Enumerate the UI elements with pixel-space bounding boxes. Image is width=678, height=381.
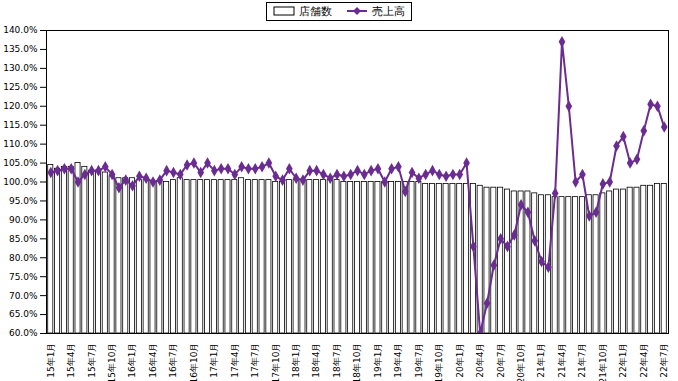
svg-text:18年4月: 18年4月 [311, 343, 321, 378]
html-text:店舗数: 店舗数 [299, 4, 332, 18]
svg-text:105.0%: 105.0% [3, 158, 38, 168]
svg-text:19年4月: 19年4月 [393, 343, 403, 378]
svg-text:19年7月: 19年7月 [414, 343, 424, 378]
svg-text:140.0%: 140.0% [3, 25, 38, 35]
svg-text:17年1月: 17年1月 [209, 343, 219, 378]
svg-text:17年10月: 17年10月 [271, 343, 281, 381]
svg-text:110.0%: 110.0% [3, 139, 38, 149]
svg-text:20年7月: 20年7月 [496, 343, 506, 378]
svg-text:135.0%: 135.0% [3, 44, 38, 54]
svg-text:19年10月: 19年10月 [434, 343, 444, 381]
svg-text:70.0%: 70.0% [9, 291, 38, 301]
svg-text:18年10月: 18年10月 [352, 343, 362, 381]
svg-text:15年10月: 15年10月 [107, 343, 117, 381]
svg-text:16年4月: 16年4月 [148, 343, 158, 378]
svg-text:130.0%: 130.0% [3, 63, 38, 73]
svg-text:15年4月: 15年4月 [66, 343, 76, 378]
svg-text:21年4月: 21年4月 [557, 343, 567, 378]
svg-text:85.0%: 85.0% [9, 234, 38, 244]
svg-text:65.0%: 65.0% [9, 309, 38, 319]
svg-text:115.0%: 115.0% [3, 120, 38, 130]
html-text:売上高: 売上高 [372, 4, 405, 18]
svg-text:120.0%: 120.0% [3, 101, 38, 111]
svg-text:19年1月: 19年1月 [373, 343, 383, 378]
svg-text:18年7月: 18年7月 [332, 343, 342, 378]
svg-text:60.0%: 60.0% [9, 328, 38, 338]
svg-text:95.0%: 95.0% [9, 196, 38, 206]
svg-text:18年1月: 18年1月 [291, 343, 301, 378]
svg-text:16年7月: 16年7月 [168, 343, 178, 378]
svg-text:20年4月: 20年4月 [475, 343, 485, 378]
svg-text:22年1月: 22年1月 [618, 343, 628, 378]
svg-text:75.0%: 75.0% [9, 272, 38, 282]
svg-text:80.0%: 80.0% [9, 253, 38, 263]
svg-text:90.0%: 90.0% [9, 215, 38, 225]
svg-text:17年4月: 17年4月 [230, 343, 240, 378]
svg-text:21年7月: 21年7月 [577, 343, 587, 378]
svg-text:15年7月: 15年7月 [87, 343, 97, 378]
svg-text:22年7月: 22年7月 [659, 343, 669, 378]
svg-text:100.0%: 100.0% [3, 177, 38, 187]
svg-text:16年1月: 16年1月 [127, 343, 137, 378]
svg-text:15年1月: 15年1月 [46, 343, 56, 378]
svg-text:17年7月: 17年7月 [250, 343, 260, 378]
svg-text:22年4月: 22年4月 [639, 343, 649, 378]
svg-text:21年10月: 21年10月 [598, 343, 608, 381]
svg-text:16年10月: 16年10月 [189, 343, 199, 381]
svg-text:20年10月: 20年10月 [516, 343, 526, 381]
svg-text:20年1月: 20年1月 [455, 343, 465, 378]
svg-text:125.0%: 125.0% [3, 82, 38, 92]
svg-text:21年1月: 21年1月 [536, 343, 546, 378]
